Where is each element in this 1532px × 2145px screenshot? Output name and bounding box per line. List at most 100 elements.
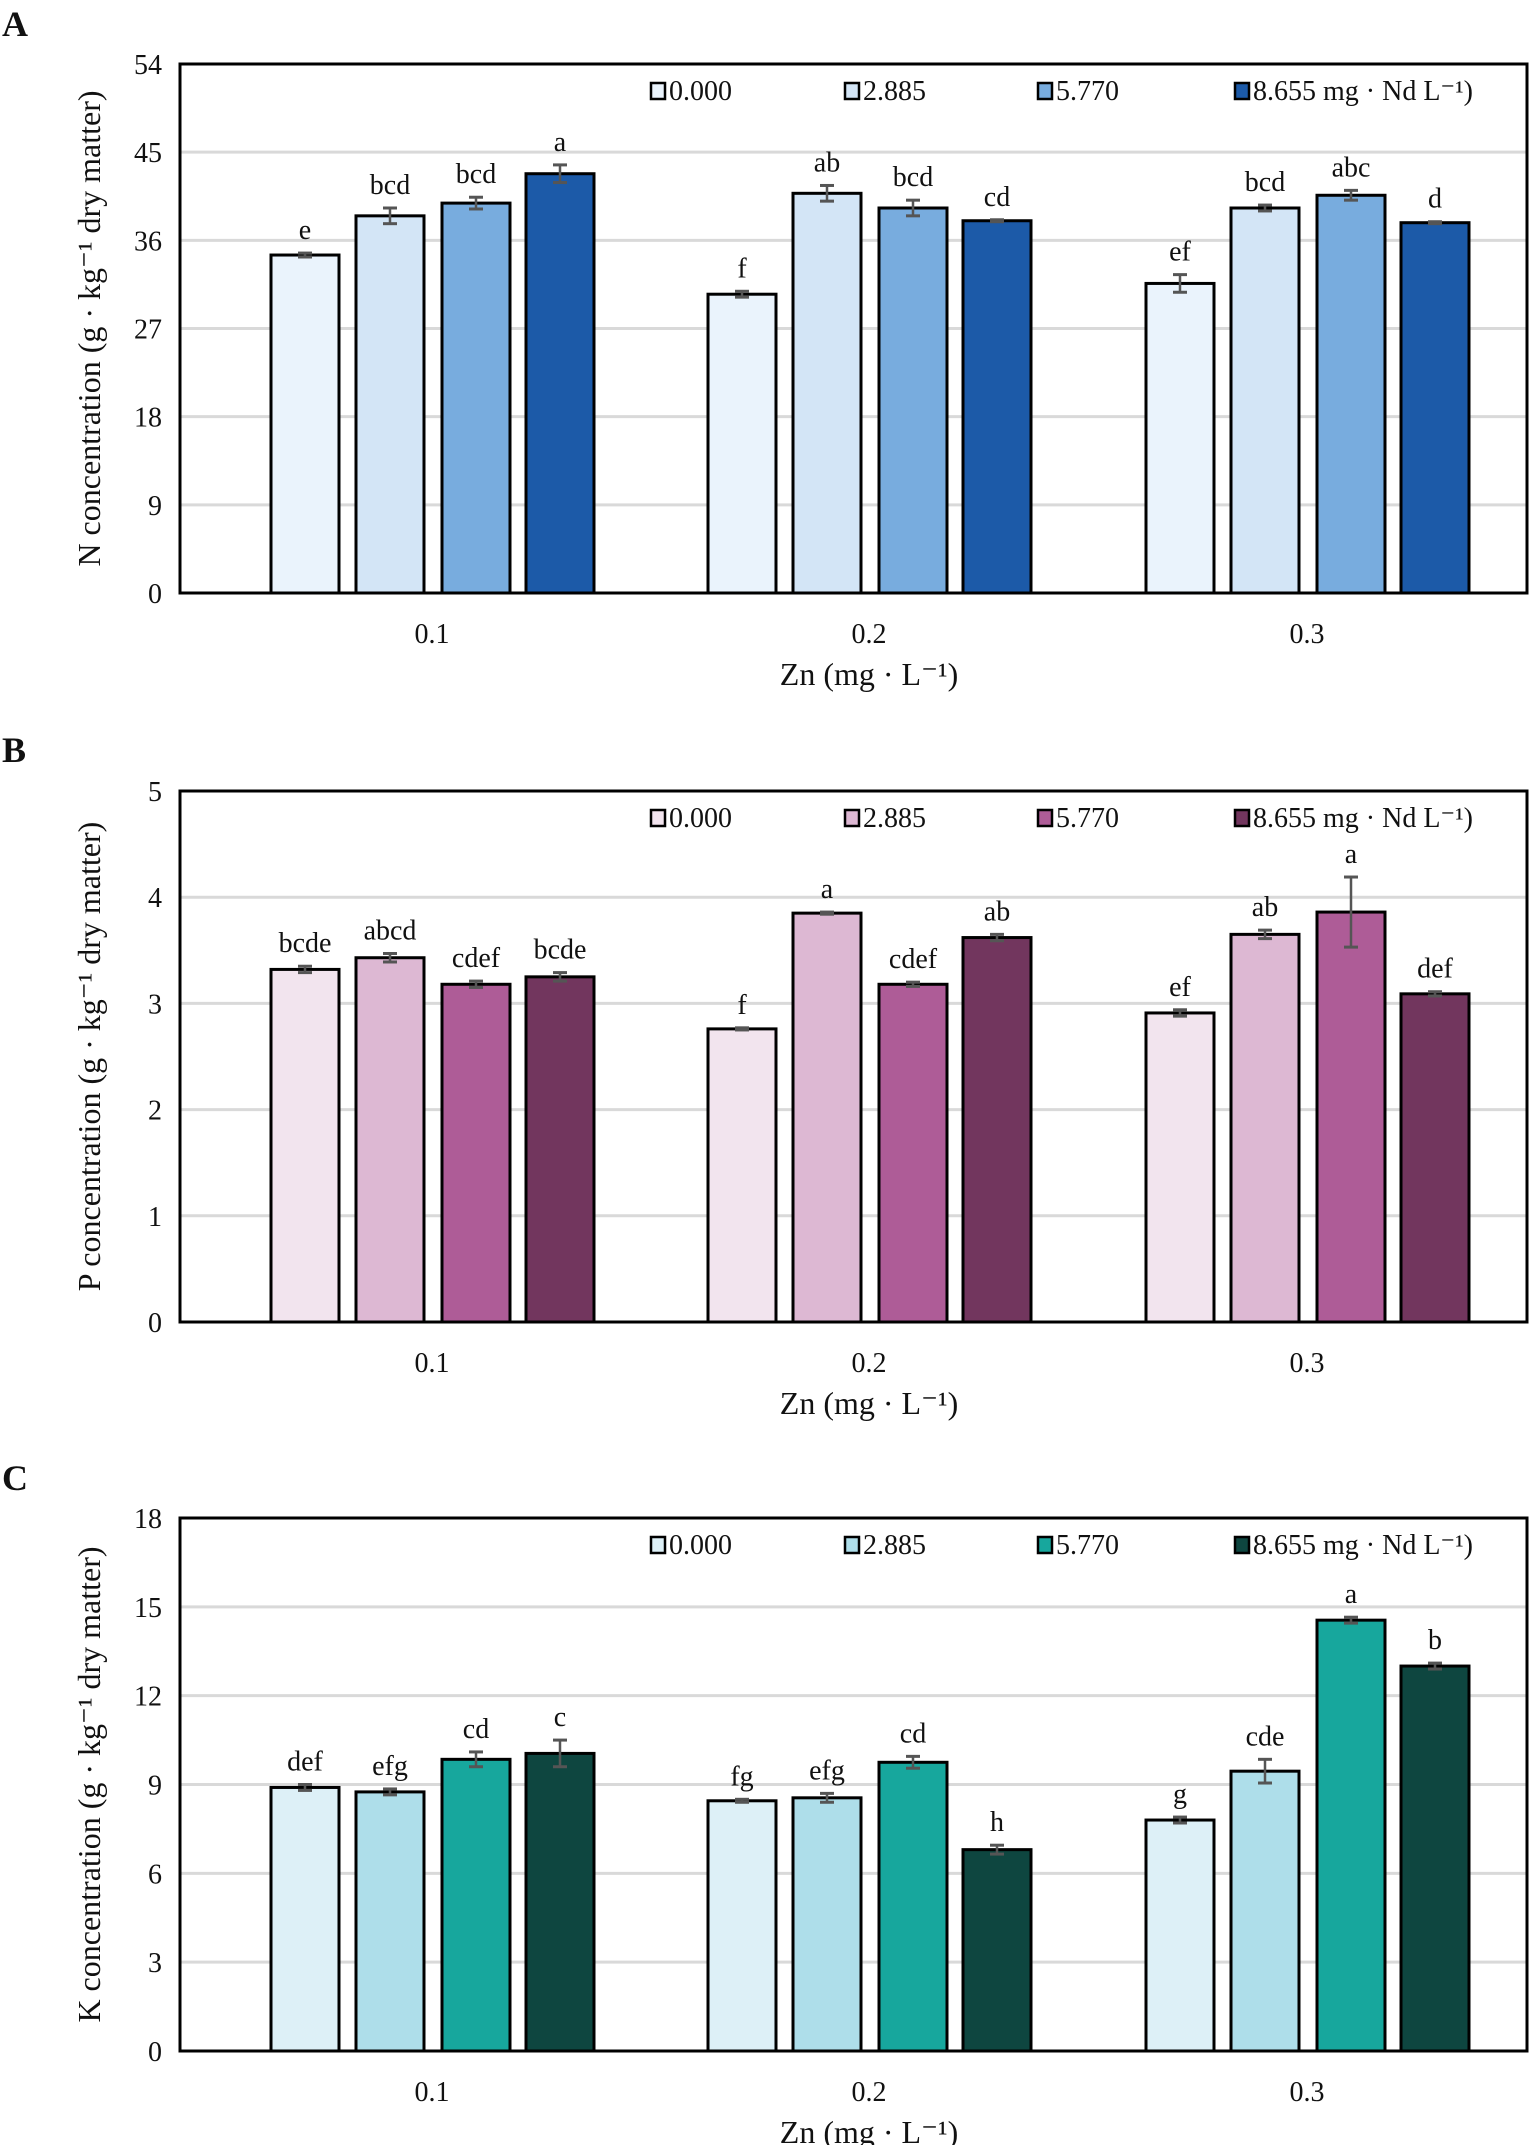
y-tick-label: 45 [134,138,162,169]
significance-letter: f [737,253,747,284]
bar [354,1790,426,2053]
bar [706,1027,778,1324]
x-tick-label: 0.2 [852,2077,887,2108]
bar [1229,1769,1301,2053]
significance-letter: cdef [889,944,938,975]
legend-swatch [649,81,667,101]
significance-letter: a [821,874,834,905]
bar [961,936,1033,1324]
panel-c: C 0 3 6 9 12 15 18 def fg g efg efg cde cd cd a c h b 0.000 2… [2,1458,1529,2145]
y-axis-title: N concentration (g · kg⁻¹ dry matter) [71,90,107,566]
y-tick-label: 3 [148,1948,162,1979]
significance-letter: g [1173,1779,1187,1810]
significance-letter: cd [900,1718,926,1749]
bar [1399,1664,1471,2053]
significance-letter: ab [984,896,1010,927]
bar [440,201,512,595]
significance-letter: efg [809,1755,845,1786]
y-tick-label: 0 [148,2037,162,2068]
legend-label: 5.770 [1056,803,1119,834]
legend-swatch [1233,1535,1251,1555]
significance-letter: ab [1252,892,1278,923]
x-tick-label: 0.1 [415,1348,450,1379]
panel-label: B [2,730,26,770]
significance-letter: def [287,1747,323,1778]
plot-frame [178,62,1529,595]
legend-swatch [1233,81,1251,101]
y-tick-label: 6 [148,1859,162,1890]
legend-swatch [1036,81,1054,101]
bar [440,1757,512,2053]
panel-label: C [2,1458,28,1498]
bar [354,214,426,595]
legend-label: 2.885 [863,76,926,107]
legend-label: 8.655 mg · Nd L⁻¹) [1253,803,1473,834]
bar [1229,206,1301,595]
x-axis-title: Zn (mg · L⁻¹) [780,656,958,692]
panel-label: A [2,4,28,44]
significance-letter: efg [372,1751,408,1782]
legend-swatch [1036,1535,1054,1555]
bar [877,1760,949,2053]
significance-letter: h [990,1807,1004,1838]
significance-letter: cdef [452,943,501,974]
y-tick-label: 0 [148,1308,162,1339]
y-tick-label: 18 [134,403,162,434]
significance-letter: def [1417,954,1453,985]
bar [706,1799,778,2053]
bar [1315,910,1387,1324]
bar [1399,992,1471,1324]
significance-letter: bcd [456,159,496,190]
legend-label: 0.000 [669,803,732,834]
significance-letter: f [737,990,747,1021]
y-tick-label: 12 [134,1682,162,1713]
significance-letter: cd [984,182,1010,213]
y-tick-label: 1 [148,1202,162,1233]
y-tick-label: 27 [134,315,162,346]
significance-letter: cde [1246,1721,1285,1752]
bar [269,1785,341,2053]
x-tick-label: 0.2 [852,1348,887,1379]
y-tick-label: 18 [134,1504,162,1535]
bar [524,1751,596,2053]
y-tick-label: 54 [134,50,162,81]
bar [961,1848,1033,2053]
bar [440,982,512,1324]
bar [877,982,949,1324]
legend-swatch [1233,808,1251,828]
bar [877,206,949,595]
significance-letter: abcd [364,915,417,946]
legend-swatch [649,1535,667,1555]
significance-letter: b [1428,1625,1442,1656]
significance-letter: e [299,215,311,246]
bar [1315,1618,1387,2053]
plot-frame [178,789,1529,1324]
significance-letter: bcd [893,162,933,193]
significance-letter: ef [1169,972,1191,1003]
bar [791,1796,863,2053]
y-tick-label: 0 [148,579,162,610]
legend-swatch [843,81,861,101]
bar [354,956,426,1324]
y-tick-label: 4 [148,883,162,914]
y-tick-label: 2 [148,1096,162,1127]
significance-letter: bcde [534,935,587,966]
y-tick-label: 5 [148,777,162,808]
bar [524,172,596,595]
plot-frame [178,1516,1529,2053]
y-tick-label: 15 [134,1593,162,1624]
legend-swatch [1036,808,1054,828]
bar [1144,281,1216,595]
y-tick-label: 9 [148,1771,162,1802]
legend-swatch [843,808,861,828]
bar [791,191,863,595]
y-tick-label: 9 [148,491,162,522]
bar [1144,1818,1216,2053]
legend-swatch [649,808,667,828]
significance-letter: ab [814,147,840,178]
y-tick-label: 3 [148,989,162,1020]
bar [706,292,778,595]
bar [1315,193,1387,595]
